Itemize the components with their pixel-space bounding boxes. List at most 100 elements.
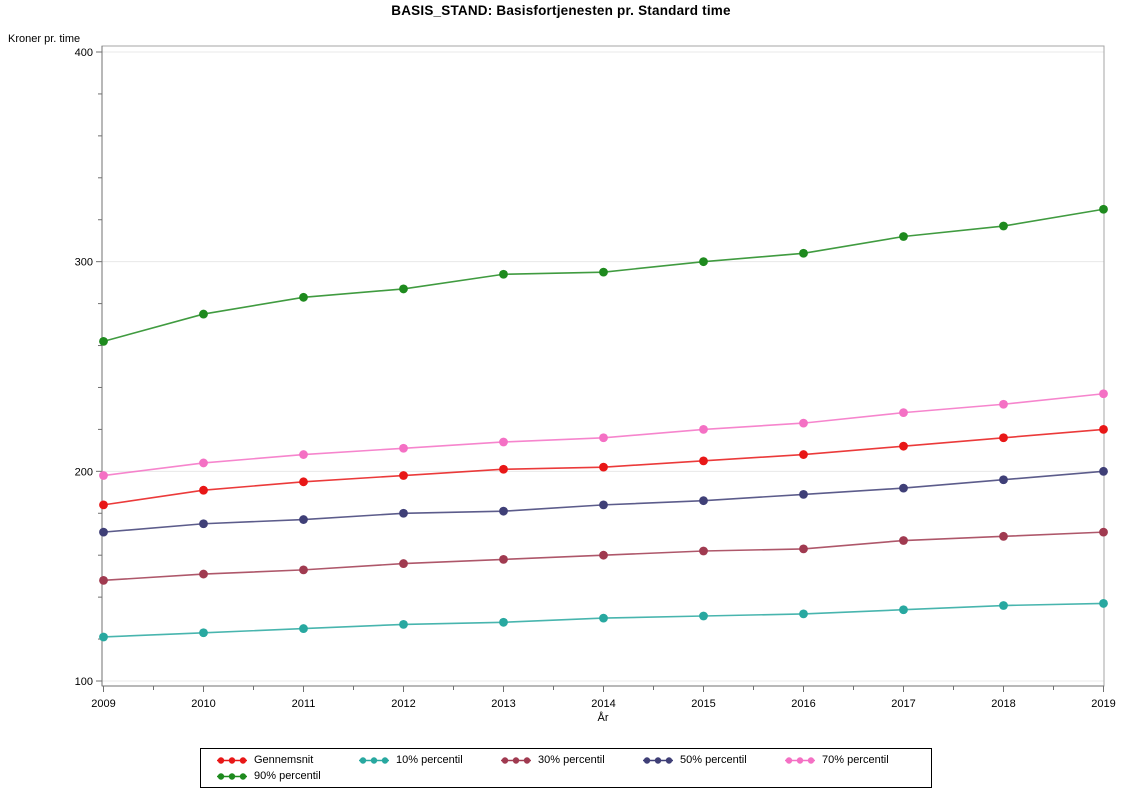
point-gennemsnit-2011	[299, 477, 308, 487]
point-30-percentil-2018	[999, 531, 1008, 541]
point-50-percentil-2014	[599, 500, 608, 510]
legend: Gennemsnit 10% percentil 30% percentil 50% …	[200, 748, 932, 788]
point-70-percentil-2010	[199, 458, 208, 468]
x-tick-label-2010: 2010	[191, 698, 215, 710]
point-gennemsnit-2010	[199, 485, 208, 495]
point-10-percentil-2015	[699, 611, 708, 621]
point-90-percentil-2018	[999, 221, 1008, 231]
point-50-percentil-2017	[899, 483, 908, 493]
legend-item-30-percentil: 30% percentil	[501, 754, 643, 766]
plot-frame	[101, 45, 1105, 687]
point-gennemsnit-2014	[599, 462, 608, 472]
point-gennemsnit-2016	[799, 450, 808, 459]
y-tick-label-400: 400	[75, 47, 93, 59]
point-70-percentil-2015	[699, 425, 708, 434]
point-70-percentil-2011	[299, 450, 308, 459]
point-30-percentil-2011	[299, 565, 308, 575]
point-gennemsnit-2015	[699, 456, 708, 466]
point-10-percentil-2012	[399, 619, 408, 629]
point-70-percentil-2012	[399, 443, 408, 453]
point-90-percentil-2014	[599, 267, 608, 277]
legend-marker-icon	[643, 756, 673, 764]
legend-item-gennemsnit: Gennemsnit	[217, 754, 359, 766]
point-90-percentil-2019	[1099, 204, 1108, 214]
point-30-percentil-2014	[599, 550, 608, 560]
point-50-percentil-2011	[299, 515, 308, 524]
point-90-percentil-2009	[99, 336, 108, 346]
legend-label-30-percentil: 30% percentil	[538, 754, 605, 766]
legend-row: 90% percentil	[217, 768, 931, 784]
point-30-percentil-2009	[99, 575, 108, 585]
point-50-percentil-2019	[1099, 466, 1108, 476]
point-10-percentil-2013	[499, 617, 508, 627]
point-gennemsnit-2012	[399, 471, 408, 480]
point-70-percentil-2013	[499, 437, 508, 447]
legend-label-90-percentil: 90% percentil	[254, 770, 321, 782]
x-tick-label-2017: 2017	[891, 698, 915, 710]
point-10-percentil-2016	[799, 609, 808, 619]
legend-item-10-percentil: 10% percentil	[359, 754, 501, 766]
point-50-percentil-2009	[99, 527, 108, 537]
y-tick-label-300: 300	[75, 257, 93, 269]
point-70-percentil-2017	[899, 408, 908, 418]
legend-marker-icon	[501, 756, 531, 764]
legend-row: Gennemsnit 10% percentil 30% percentil 50% …	[217, 752, 931, 768]
point-90-percentil-2012	[399, 284, 408, 294]
point-gennemsnit-2013	[499, 464, 508, 474]
legend-item-50-percentil: 50% percentil	[643, 754, 785, 766]
point-50-percentil-2012	[399, 508, 408, 518]
point-30-percentil-2015	[699, 546, 708, 556]
point-30-percentil-2013	[499, 554, 508, 564]
legend-label-50-percentil: 50% percentil	[680, 754, 747, 766]
legend-label-gennemsnit: Gennemsnit	[254, 754, 314, 766]
x-tick-label-2013: 2013	[491, 698, 515, 710]
point-70-percentil-2009	[99, 471, 108, 480]
point-70-percentil-2018	[999, 399, 1008, 409]
point-gennemsnit-2019	[1099, 425, 1108, 434]
legend-marker-icon	[359, 756, 389, 764]
point-50-percentil-2018	[999, 475, 1008, 485]
y-tick-label-200: 200	[75, 466, 93, 478]
legend-marker-icon	[785, 756, 815, 764]
point-10-percentil-2017	[899, 605, 908, 615]
point-10-percentil-2011	[299, 624, 308, 633]
point-90-percentil-2016	[799, 248, 808, 258]
point-70-percentil-2019	[1099, 389, 1108, 399]
point-90-percentil-2011	[299, 292, 308, 302]
point-70-percentil-2014	[599, 433, 608, 443]
point-10-percentil-2018	[999, 601, 1008, 610]
chart-title: BASIS_STAND: Basisfortjenesten pr. Stand…	[391, 3, 731, 18]
legend-label-10-percentil: 10% percentil	[396, 754, 463, 766]
y-axis-unit-label: Kroner pr. time	[8, 33, 81, 45]
point-90-percentil-2015	[699, 257, 708, 267]
x-tick-label-2019: 2019	[1091, 698, 1115, 710]
point-30-percentil-2010	[199, 569, 208, 579]
point-30-percentil-2012	[399, 559, 408, 568]
point-90-percentil-2017	[899, 232, 908, 241]
x-tick-label-2009: 2009	[91, 698, 115, 710]
point-10-percentil-2019	[1099, 599, 1108, 608]
point-70-percentil-2016	[799, 418, 808, 428]
point-30-percentil-2019	[1099, 527, 1108, 537]
point-50-percentil-2016	[799, 489, 808, 499]
legend-item-90-percentil: 90% percentil	[217, 770, 359, 782]
x-tick-label-2018: 2018	[991, 698, 1015, 710]
point-gennemsnit-2017	[899, 441, 908, 451]
x-tick-label-2011: 2011	[292, 698, 316, 710]
x-tick-label-2012: 2012	[391, 698, 415, 710]
x-axis-label: År	[597, 712, 609, 724]
legend-item-70-percentil: 70% percentil	[785, 754, 927, 766]
x-tick-label-2015: 2015	[691, 698, 715, 710]
point-10-percentil-2010	[199, 628, 208, 638]
x-tick-label-2014: 2014	[591, 698, 615, 710]
point-90-percentil-2013	[499, 269, 508, 279]
legend-marker-icon	[217, 772, 247, 780]
point-30-percentil-2017	[899, 536, 908, 545]
point-gennemsnit-2009	[99, 500, 108, 510]
point-50-percentil-2013	[499, 506, 508, 516]
point-90-percentil-2010	[199, 309, 208, 319]
x-tick-label-2016: 2016	[791, 698, 815, 710]
legend-label-70-percentil: 70% percentil	[822, 754, 889, 766]
point-50-percentil-2015	[699, 496, 708, 506]
